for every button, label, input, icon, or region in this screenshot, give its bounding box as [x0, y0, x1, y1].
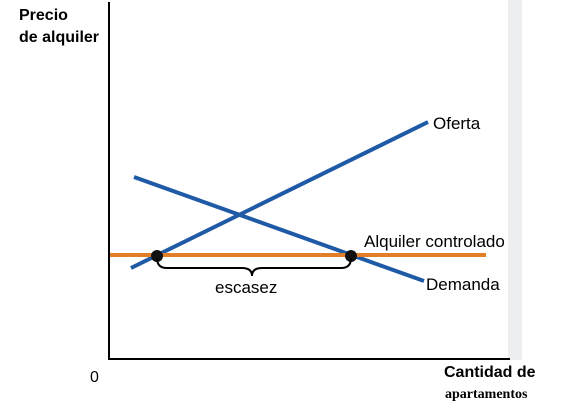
- supply-label: Oferta: [433, 114, 481, 133]
- rent-control-label: Alquiler controlado: [364, 232, 505, 251]
- y-axis-label-line2: de alquiler: [19, 29, 99, 46]
- demand-curve: [133, 175, 425, 283]
- shortage-brace: [156, 257, 352, 277]
- shortage-label: escasez: [215, 278, 277, 297]
- plot-shadow: [508, 0, 522, 360]
- x-axis-label-line1: Cantidad de: [444, 364, 536, 381]
- origin-label: 0: [90, 369, 99, 386]
- x-axis-label-line2: apartamentos: [445, 387, 528, 402]
- y-axis-label-line1: Precio: [19, 7, 68, 24]
- quantity-demanded-point: [345, 250, 357, 262]
- supply-curve: [130, 120, 429, 270]
- demand-label: Demanda: [426, 275, 500, 294]
- quantity-supplied-point: [151, 250, 163, 262]
